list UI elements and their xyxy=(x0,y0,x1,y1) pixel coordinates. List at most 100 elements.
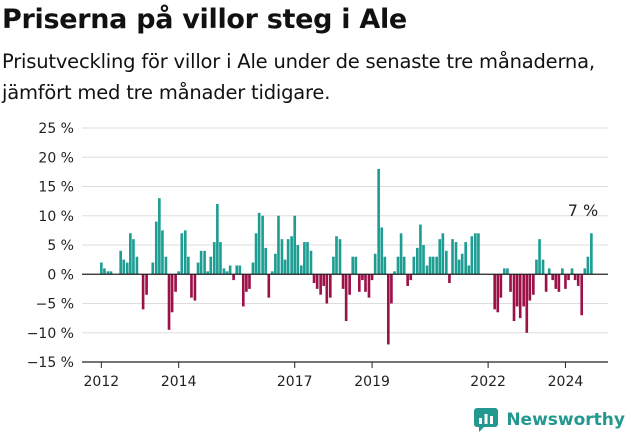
bar xyxy=(515,274,519,307)
bar xyxy=(367,274,371,298)
bar xyxy=(322,274,326,286)
bar xyxy=(283,259,287,275)
bar xyxy=(535,259,538,275)
bar xyxy=(506,268,509,275)
bar xyxy=(590,233,593,275)
bar xyxy=(180,233,184,275)
bar xyxy=(238,265,242,275)
bar xyxy=(141,274,145,310)
bar xyxy=(386,274,390,345)
bar xyxy=(528,274,532,301)
x-tick-label: 2022 xyxy=(470,374,506,390)
bar xyxy=(164,256,168,275)
bar xyxy=(306,242,309,275)
bar xyxy=(183,230,187,275)
y-tick-label: 25 % xyxy=(38,121,74,137)
bar xyxy=(170,274,174,313)
bar xyxy=(187,256,190,275)
bar xyxy=(132,239,135,275)
bar xyxy=(380,227,384,275)
bar xyxy=(390,274,393,304)
y-tick-label: −5 % xyxy=(36,297,74,313)
bar xyxy=(209,256,213,275)
newsworthy-logo: Newsworthy xyxy=(473,407,625,433)
bar xyxy=(409,274,413,281)
x-tick-label: 2014 xyxy=(161,374,197,390)
bar xyxy=(325,274,329,304)
bar xyxy=(435,256,438,275)
bar xyxy=(406,274,409,286)
newsworthy-logo-icon xyxy=(474,408,499,432)
y-tick-label: 10 % xyxy=(38,209,74,225)
y-tick-label: −15 % xyxy=(27,355,74,371)
bar xyxy=(225,271,229,275)
bar xyxy=(451,239,454,275)
bar xyxy=(557,274,561,292)
bar xyxy=(496,274,500,313)
bar xyxy=(344,274,348,322)
bar xyxy=(206,271,210,275)
bar xyxy=(119,250,122,275)
bar xyxy=(425,265,429,275)
x-tick-label: 2024 xyxy=(548,374,584,390)
bar xyxy=(547,268,551,275)
x-axis: 2012 2014 2017 2019 2022 2024 xyxy=(82,273,608,390)
bar xyxy=(457,259,461,275)
bar xyxy=(525,274,529,333)
bar xyxy=(328,274,332,298)
bar xyxy=(212,242,216,275)
bar xyxy=(135,256,139,275)
bar xyxy=(580,274,584,316)
bar xyxy=(503,268,506,275)
bar xyxy=(241,274,245,307)
x-tick-label: 2012 xyxy=(84,374,120,390)
bar xyxy=(373,253,377,275)
bar xyxy=(319,274,322,295)
bar xyxy=(103,268,106,275)
newsworthy-brand-name: Newsworthy xyxy=(506,410,625,430)
bar xyxy=(222,268,226,275)
bar xyxy=(583,268,587,275)
bar xyxy=(122,259,126,275)
bar xyxy=(338,239,342,275)
bar xyxy=(512,274,516,322)
bar xyxy=(567,274,570,281)
bar xyxy=(248,274,251,289)
bar xyxy=(357,274,361,292)
bar xyxy=(416,247,419,275)
bar xyxy=(561,268,564,275)
bar xyxy=(158,198,161,275)
bar xyxy=(264,247,268,275)
bar xyxy=(383,256,387,275)
bar xyxy=(445,250,448,275)
bar xyxy=(251,262,255,275)
bar xyxy=(448,274,451,284)
bar xyxy=(125,262,129,275)
gridlines xyxy=(82,127,608,363)
bar xyxy=(351,256,355,275)
bar xyxy=(467,265,471,275)
bar xyxy=(402,256,406,275)
bar xyxy=(522,274,526,307)
y-tick-label: 5 % xyxy=(47,238,74,254)
bar xyxy=(151,262,155,275)
bar xyxy=(586,256,590,275)
bar xyxy=(109,271,113,275)
bar xyxy=(541,259,545,275)
bar xyxy=(393,271,396,275)
bar xyxy=(538,239,541,275)
bar xyxy=(235,265,239,275)
bar xyxy=(274,253,277,275)
bar xyxy=(428,256,432,275)
bar xyxy=(361,274,364,281)
bar xyxy=(454,242,458,275)
bar xyxy=(370,274,374,281)
bar xyxy=(296,245,300,275)
x-tick-label: 2019 xyxy=(354,374,390,390)
bar xyxy=(290,236,293,275)
x-tick-label: 2017 xyxy=(277,374,313,390)
bar xyxy=(257,212,261,275)
bar xyxy=(493,274,496,310)
bar xyxy=(303,242,306,275)
